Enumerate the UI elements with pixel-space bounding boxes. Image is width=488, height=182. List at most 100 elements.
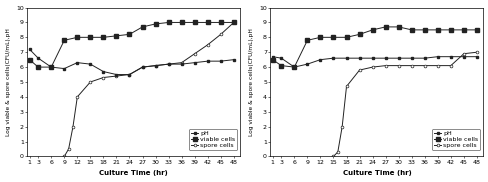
Y-axis label: Log viable & spore cells(CFU/mL),pH: Log viable & spore cells(CFU/mL),pH xyxy=(5,28,11,136)
pH xyxy=(330,57,336,59)
pH xyxy=(35,57,41,59)
spore cells xyxy=(460,53,466,55)
pH xyxy=(113,74,119,76)
spore cells xyxy=(369,66,375,68)
spore cells xyxy=(356,69,362,71)
pH xyxy=(369,57,375,59)
spore cells xyxy=(217,33,223,35)
pH xyxy=(447,56,453,58)
spore cells xyxy=(473,51,479,53)
Line: pH: pH xyxy=(271,55,477,68)
viable cells xyxy=(369,29,375,31)
viable cells xyxy=(434,29,440,31)
viable cells xyxy=(269,59,275,61)
spore cells xyxy=(408,65,414,67)
pH xyxy=(178,63,184,65)
pH xyxy=(269,56,275,58)
spore cells xyxy=(178,62,184,64)
pH xyxy=(421,57,427,59)
pH xyxy=(26,48,32,50)
spore cells xyxy=(204,44,210,46)
Line: spore cells: spore cells xyxy=(63,21,235,158)
Line: viable cells: viable cells xyxy=(28,21,235,69)
viable cells xyxy=(278,65,284,67)
spore cells xyxy=(70,126,76,128)
viable cells xyxy=(421,29,427,31)
pH xyxy=(343,57,349,59)
spore cells xyxy=(434,65,440,67)
viable cells xyxy=(382,26,388,28)
Legend: pH, viable cells, spore cells: pH, viable cells, spore cells xyxy=(188,128,237,150)
pH xyxy=(304,63,310,65)
spore cells xyxy=(100,76,106,79)
viable cells xyxy=(178,21,184,23)
spore cells xyxy=(139,66,145,68)
pH xyxy=(291,66,297,68)
pH xyxy=(434,56,440,58)
Line: viable cells: viable cells xyxy=(270,25,478,69)
spore cells xyxy=(113,75,119,77)
pH xyxy=(382,57,388,59)
pH xyxy=(191,62,197,64)
viable cells xyxy=(152,23,158,25)
pH xyxy=(217,60,223,62)
pH xyxy=(165,63,171,65)
pH xyxy=(356,57,362,59)
viable cells xyxy=(343,36,349,38)
Y-axis label: Log viable & spore cells(CFU/mL),pH: Log viable & spore cells(CFU/mL),pH xyxy=(248,28,253,136)
viable cells xyxy=(204,21,210,23)
pH xyxy=(74,62,80,64)
spore cells xyxy=(421,65,427,67)
Line: spore cells: spore cells xyxy=(331,51,477,158)
pH xyxy=(61,68,67,70)
Legend: pH, viable cells, spore cells: pH, viable cells, spore cells xyxy=(431,128,479,150)
viable cells xyxy=(100,36,106,38)
pH xyxy=(139,66,145,68)
pH xyxy=(460,56,466,58)
pH xyxy=(408,57,414,59)
viable cells xyxy=(191,21,197,23)
viable cells xyxy=(317,36,323,38)
spore cells xyxy=(382,65,388,67)
pH xyxy=(204,60,210,62)
viable cells xyxy=(304,39,310,41)
pH xyxy=(230,59,236,61)
pH xyxy=(126,74,132,76)
viable cells xyxy=(61,39,67,41)
spore cells xyxy=(330,155,336,157)
spore cells xyxy=(191,53,197,55)
X-axis label: Culture Time (hr): Culture Time (hr) xyxy=(99,171,168,176)
viable cells xyxy=(126,33,132,35)
spore cells xyxy=(447,65,453,67)
viable cells xyxy=(230,21,236,23)
spore cells xyxy=(230,21,236,23)
viable cells xyxy=(460,29,466,31)
viable cells xyxy=(408,29,414,31)
viable cells xyxy=(35,66,41,68)
pH xyxy=(87,63,93,65)
viable cells xyxy=(217,21,223,23)
viable cells xyxy=(165,21,171,23)
spore cells xyxy=(165,63,171,65)
spore cells xyxy=(343,85,349,88)
viable cells xyxy=(291,66,297,68)
viable cells xyxy=(87,36,93,38)
spore cells xyxy=(65,148,71,150)
pH xyxy=(278,57,284,59)
viable cells xyxy=(356,33,362,35)
spore cells xyxy=(334,151,340,153)
spore cells xyxy=(126,74,132,76)
spore cells xyxy=(152,65,158,67)
spore cells xyxy=(339,126,345,128)
viable cells xyxy=(473,29,479,31)
spore cells xyxy=(87,81,93,83)
pH xyxy=(48,66,54,68)
viable cells xyxy=(48,66,54,68)
viable cells xyxy=(26,59,32,61)
spore cells xyxy=(74,96,80,98)
X-axis label: Culture Time (hr): Culture Time (hr) xyxy=(342,171,410,176)
pH xyxy=(152,65,158,67)
viable cells xyxy=(330,36,336,38)
viable cells xyxy=(74,36,80,38)
pH xyxy=(395,57,401,59)
